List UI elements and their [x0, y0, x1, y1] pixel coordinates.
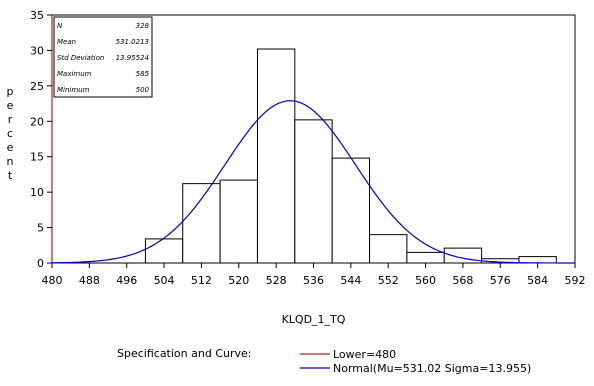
legend-title: Specification and Curve: [117, 347, 251, 360]
x-tick-label-11: 568 [452, 274, 473, 287]
histogram-bar-5 [294, 119, 333, 264]
x-tick-label-8: 544 [340, 274, 361, 287]
histogram-bar-3 [219, 179, 258, 264]
stats-value-0: 328 [136, 22, 150, 30]
stats-label-3: Maximum [57, 70, 92, 78]
legend-label-0: Lower=480 [333, 348, 396, 361]
y-tick-label-6: 30 [30, 44, 44, 57]
y-tick-label-3: 15 [30, 151, 44, 164]
stats-value-2: 13.95524 [116, 54, 149, 62]
stats-box [53, 16, 153, 98]
normal-curve [51, 100, 575, 264]
x-tick-label-1: 488 [79, 274, 100, 287]
histogram-bar-2 [182, 183, 221, 264]
histogram-bar-7 [369, 234, 408, 264]
x-tick-label-5: 520 [228, 274, 249, 287]
x-tick-label-12: 576 [490, 274, 511, 287]
y-tick-label-4: 20 [30, 115, 44, 128]
y-tick-label-0: 0 [37, 257, 44, 270]
legend-label-1: Normal(Mu=531.02 Sigma=13.955) [333, 362, 531, 375]
y-tick-label-5: 25 [30, 80, 44, 93]
stats-value-1: 531.0213 [116, 38, 149, 46]
x-axis-title: KLQD_1_TQ [282, 313, 346, 326]
histogram-bar-1 [144, 238, 184, 264]
stats-label-1: Mean [57, 38, 76, 46]
x-tick-label-6: 528 [266, 274, 287, 287]
histogram-bar-8 [406, 251, 445, 264]
x-tick-label-3: 504 [154, 274, 175, 287]
x-tick-label-7: 536 [303, 274, 324, 287]
stats-value-3: 585 [136, 70, 150, 78]
x-tick-label-10: 560 [415, 274, 436, 287]
x-tick-label-9: 552 [378, 274, 399, 287]
histogram-bar-6 [331, 157, 371, 264]
stats-label-4: Minimum [57, 86, 90, 94]
stats-label-2: Std Deviation [57, 54, 104, 62]
x-tick-label-4: 512 [191, 274, 212, 287]
stats-value-4: 500 [136, 86, 150, 94]
stats-label-0: N [57, 22, 63, 30]
x-tick-label-13: 584 [527, 274, 548, 287]
x-tick-label-14: 592 [565, 274, 586, 287]
y-tick-label-1: 5 [37, 222, 44, 235]
y-tick-label-7: 35 [30, 9, 44, 22]
histogram-bar-4 [256, 48, 296, 264]
x-tick-label-0: 480 [42, 274, 63, 287]
y-tick-label-2: 10 [30, 186, 44, 199]
x-tick-label-2: 496 [116, 274, 137, 287]
histogram-bar-11 [518, 256, 557, 264]
